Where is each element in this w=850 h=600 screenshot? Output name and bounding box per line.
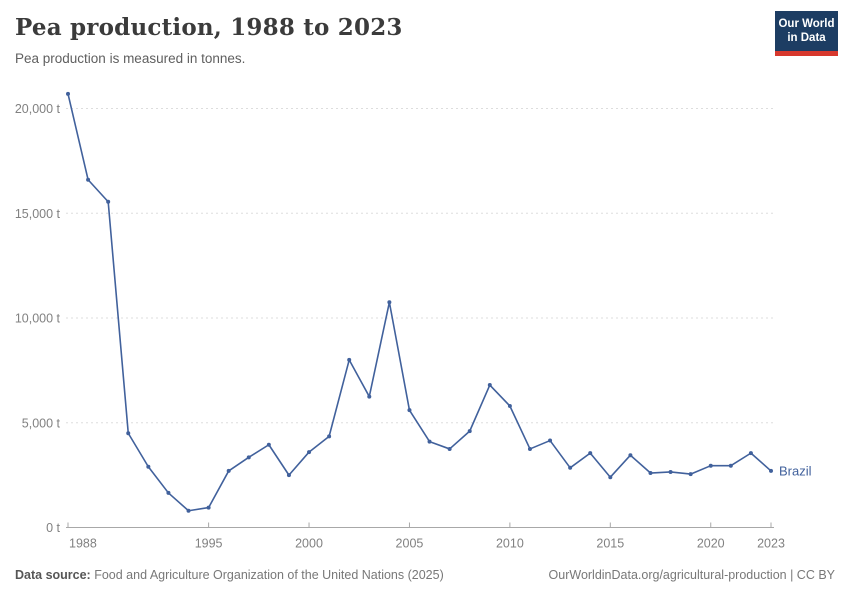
y-axis-tick-label: 10,000 t — [15, 312, 61, 326]
data-point[interactable] — [467, 429, 472, 434]
data-point[interactable] — [527, 446, 532, 451]
x-axis-tick-label: 1995 — [195, 537, 223, 551]
x-axis-tick-label: 2000 — [295, 537, 323, 551]
owid-logo-line2: in Data — [787, 32, 826, 45]
data-line[interactable] — [67, 93, 772, 512]
data-source-label: Data source: — [15, 568, 91, 582]
data-point[interactable] — [367, 394, 372, 399]
chart-title: Pea production, 1988 to 2023 — [15, 14, 403, 41]
data-point[interactable] — [66, 91, 70, 96]
data-point[interactable] — [266, 442, 271, 447]
data-point[interactable] — [628, 453, 633, 458]
data-point[interactable] — [568, 465, 573, 470]
data-point[interactable] — [487, 383, 492, 388]
data-point[interactable] — [126, 431, 131, 436]
license-link[interactable]: OurWorldinData.org/agricultural-producti… — [548, 568, 835, 582]
data-point[interactable] — [347, 357, 352, 362]
chart-footer: Data source: Food and Agriculture Organi… — [15, 568, 835, 582]
data-point[interactable] — [748, 451, 753, 456]
x-axis-tick-label: 2005 — [396, 537, 424, 551]
data-point[interactable] — [507, 403, 512, 408]
data-point[interactable] — [327, 434, 332, 439]
data-point[interactable] — [427, 439, 432, 444]
data-point[interactable] — [307, 450, 312, 455]
y-axis-tick-label: 0 t — [46, 521, 60, 535]
y-axis-tick-label: 15,000 t — [15, 207, 61, 221]
data-point[interactable] — [86, 177, 91, 182]
owid-logo-line1: Our World — [778, 18, 835, 30]
x-axis-tick-label: 2015 — [596, 537, 624, 551]
data-point[interactable] — [226, 468, 231, 473]
data-point[interactable] — [588, 451, 593, 456]
data-point[interactable] — [728, 463, 733, 468]
data-point[interactable] — [769, 468, 773, 473]
x-axis-tick-label: 1988 — [69, 537, 97, 551]
data-source-text: Food and Agriculture Organization of the… — [94, 568, 444, 582]
data-point[interactable] — [608, 475, 613, 480]
data-point[interactable] — [708, 463, 713, 468]
data-point[interactable] — [688, 472, 693, 477]
data-point[interactable] — [668, 469, 673, 474]
chart-subtitle: Pea production is measured in tonnes. — [15, 51, 246, 66]
y-axis-tick-label: 20,000 t — [15, 102, 61, 116]
y-axis-tick-label: 5,000 t — [22, 416, 61, 430]
data-point[interactable] — [286, 473, 291, 478]
data-point[interactable] — [206, 505, 211, 510]
data-point[interactable] — [246, 455, 251, 460]
data-point[interactable] — [548, 438, 553, 443]
data-point[interactable] — [106, 199, 111, 204]
x-axis-tick-label: 2010 — [496, 537, 524, 551]
data-point[interactable] — [387, 300, 392, 305]
data-point[interactable] — [648, 471, 653, 476]
x-axis-tick-label: 2023 — [757, 537, 785, 551]
series-label-brazil[interactable]: Brazil — [779, 463, 812, 478]
data-point[interactable] — [447, 446, 452, 451]
x-axis-tick-label: 2020 — [697, 537, 725, 551]
data-point[interactable] — [407, 408, 412, 413]
data-point[interactable] — [146, 464, 151, 469]
data-point[interactable] — [186, 508, 191, 513]
owid-logo[interactable]: Our World in Data — [775, 11, 838, 56]
data-source: Data source: Food and Agriculture Organi… — [15, 568, 444, 582]
data-point[interactable] — [166, 490, 171, 495]
